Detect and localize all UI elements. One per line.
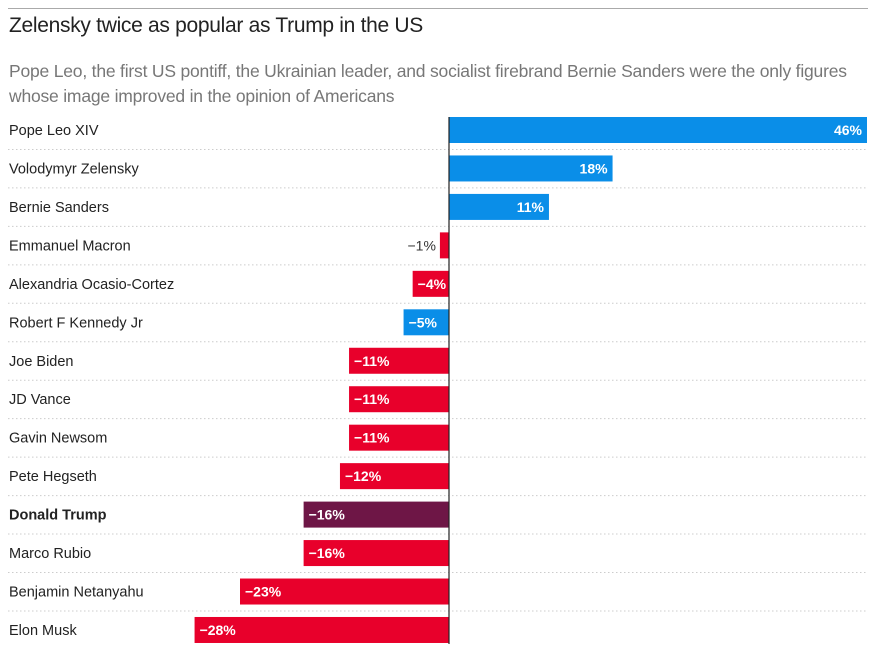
category-label: Robert F Kennedy Jr bbox=[9, 315, 143, 331]
data-label: −12% bbox=[345, 468, 382, 484]
chart-subtitle: Pope Leo, the first US pontiff, the Ukra… bbox=[9, 61, 847, 106]
category-label: Elon Musk bbox=[9, 623, 77, 639]
data-label: −1% bbox=[407, 237, 435, 253]
category-label: Bernie Sanders bbox=[9, 200, 109, 216]
bar bbox=[449, 117, 867, 143]
category-label: Benjamin Netanyahu bbox=[9, 585, 144, 601]
category-label: Pope Leo XIV bbox=[9, 123, 99, 139]
bar bbox=[412, 270, 449, 297]
data-label: −4% bbox=[418, 276, 447, 292]
data-label: 11% bbox=[517, 199, 545, 215]
data-label: −11% bbox=[354, 430, 390, 446]
bar bbox=[349, 347, 449, 374]
bar bbox=[194, 616, 449, 643]
bar bbox=[303, 501, 449, 528]
data-label: −23% bbox=[245, 584, 282, 600]
category-label: Gavin Newsom bbox=[9, 431, 107, 447]
data-label: 18% bbox=[580, 160, 609, 176]
category-label: Joe Biden bbox=[9, 354, 74, 370]
category-label: JD Vance bbox=[9, 392, 71, 408]
category-label: Emmanuel Macron bbox=[9, 238, 131, 254]
chart-title: Zelensky twice as popular as Trump in th… bbox=[9, 14, 423, 37]
data-label: 46% bbox=[834, 122, 863, 138]
bar bbox=[449, 193, 549, 220]
data-label: −5% bbox=[409, 314, 438, 330]
top-rule bbox=[8, 8, 868, 9]
category-label: Marco Rubio bbox=[9, 546, 91, 562]
bar bbox=[403, 309, 449, 336]
category-label: Pete Hegseth bbox=[9, 469, 97, 485]
bar bbox=[303, 540, 449, 567]
category-label: Alexandria Ocasio-Cortez bbox=[9, 277, 174, 293]
bar bbox=[439, 232, 449, 259]
bar bbox=[339, 463, 449, 490]
data-label: −16% bbox=[309, 545, 346, 561]
bar bbox=[240, 578, 449, 605]
category-label: Donald Trump bbox=[9, 508, 107, 524]
bar bbox=[449, 155, 613, 182]
data-label: −16% bbox=[309, 507, 346, 523]
bar bbox=[349, 386, 449, 413]
category-label: Volodymyr Zelensky bbox=[9, 161, 139, 177]
bar bbox=[349, 424, 449, 451]
data-label: −28% bbox=[200, 622, 237, 638]
data-label: −11% bbox=[354, 353, 390, 369]
data-label: −11% bbox=[354, 391, 390, 407]
